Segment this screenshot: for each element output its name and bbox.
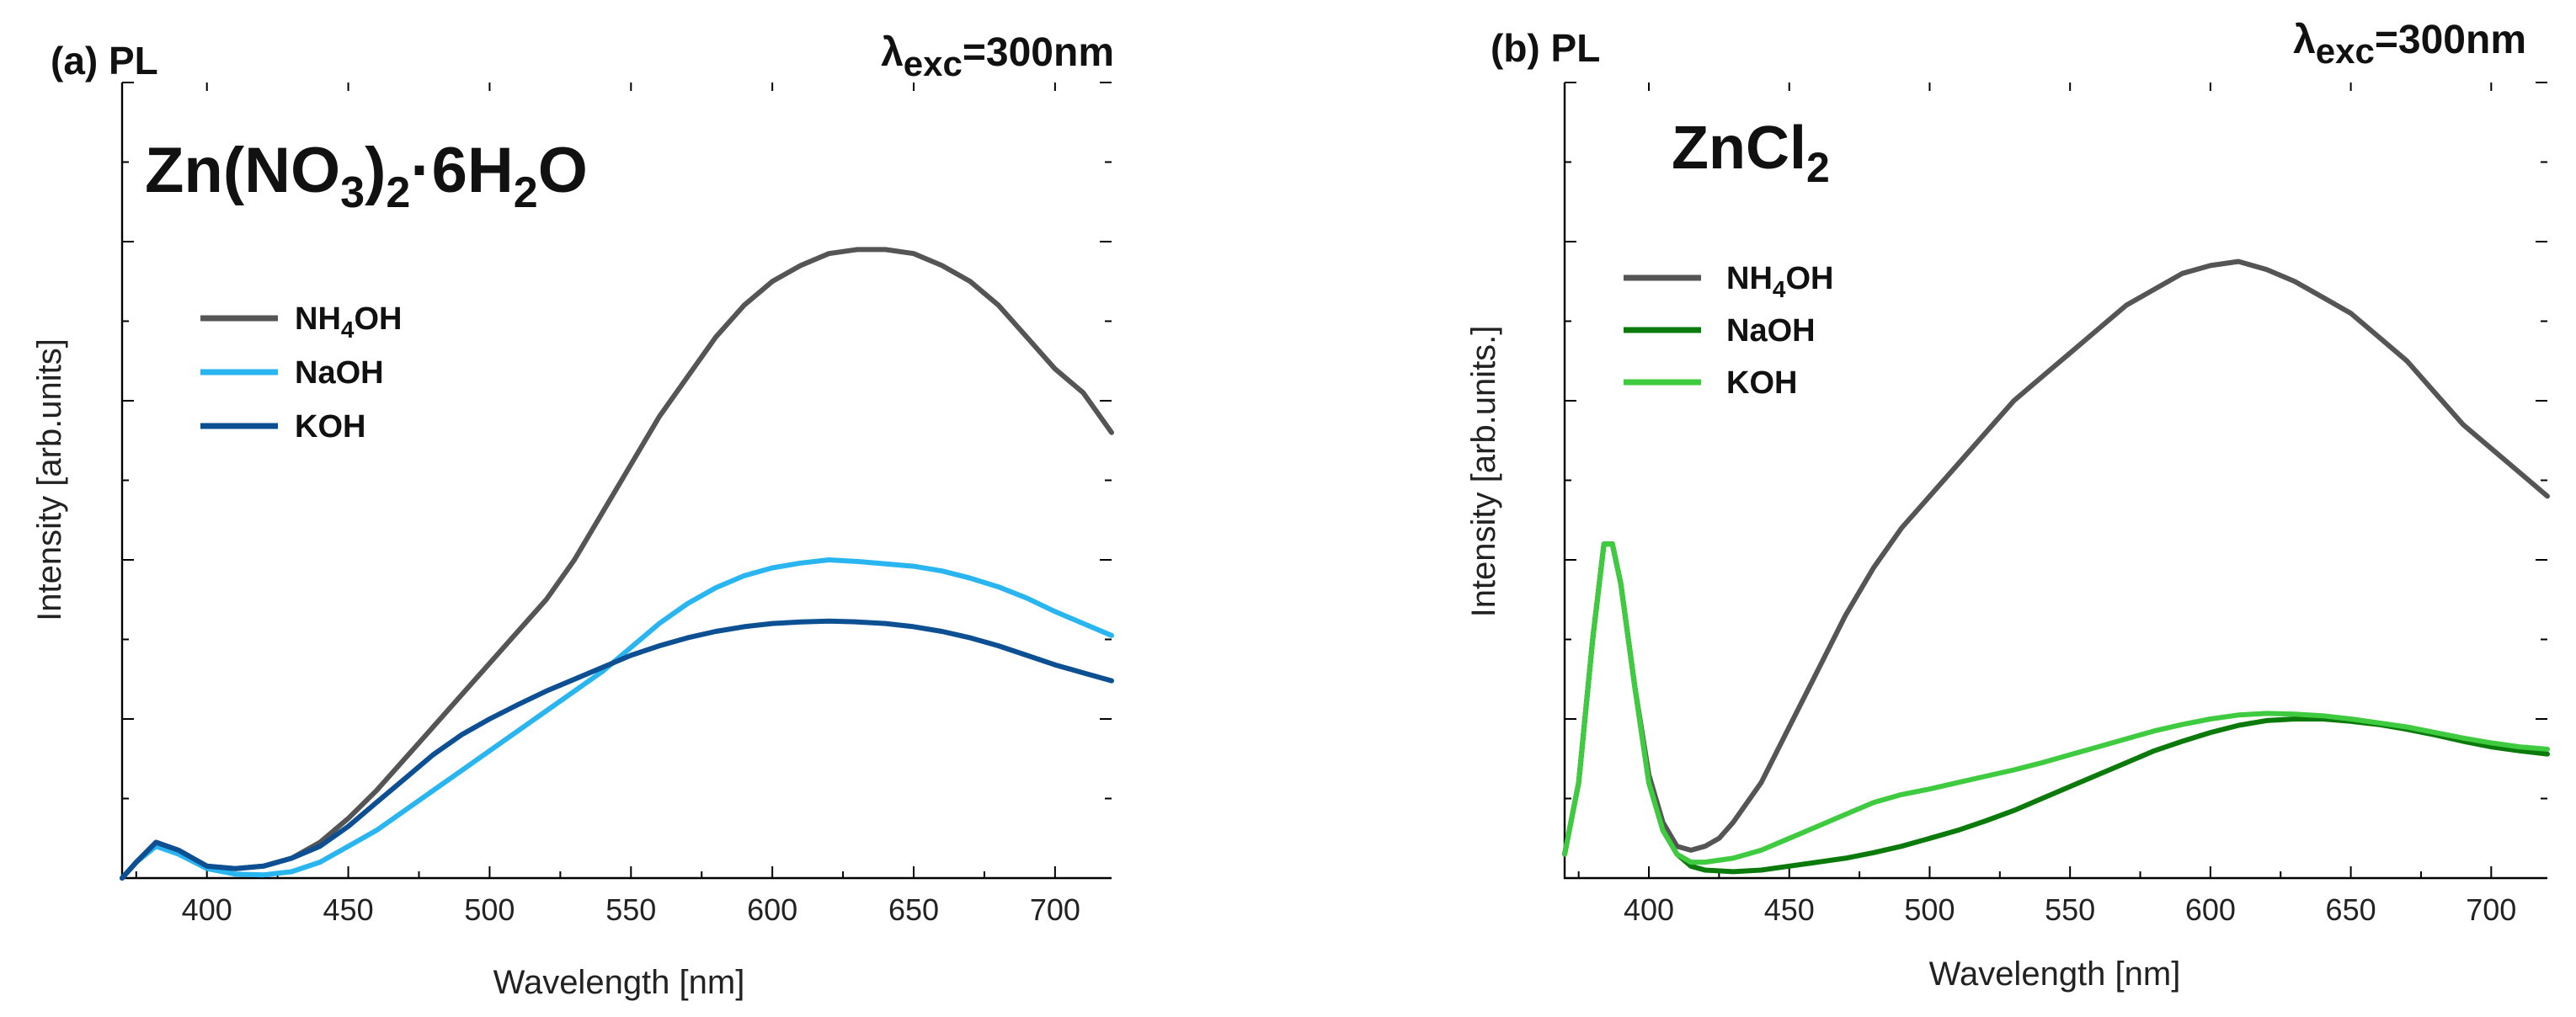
x-tick-label-400: 400 [182,892,232,927]
x-tick-label-600: 600 [2185,892,2236,927]
x-tick-label-450: 450 [1764,892,1815,927]
panel-a-label: (a) PL [51,39,158,83]
legend-label-nh4oh: NH4OH [295,301,402,343]
panel-a-y-axis-title: Intensity [arb.units] [31,338,68,621]
panel-a-series [120,247,1114,881]
panel-b-series [1562,258,2550,875]
panel-b-y-axis-title: Intensity [arb.units.] [1465,326,1502,618]
panel-b-legend: NH4OH NaOH KOH [1624,261,1833,401]
series-line-naoh [1562,541,2550,875]
x-tick-label-700: 700 [1030,892,1080,927]
panel-a-excitation-label: λexc=300nm [881,30,1114,83]
series-line-nh4oh [120,247,1114,881]
panel-a-x-axis-title: Wavelength [nm] [493,964,745,1001]
series-line-koh [120,618,1114,881]
panel-b-chart: (b) PL λexc=300nm 400 450 500 550 600 650 700 … [1465,18,2550,993]
panel-b-label: (b) PL [1491,26,1600,70]
panel-a-plot-area: 400 450 500 550 600 650 700 [120,82,1114,927]
panel-b-x-axis-title: Wavelength [nm] [1929,956,2181,993]
x-tick-label-500: 500 [464,892,515,927]
series-line-koh [1562,541,2550,865]
legend-label-naoh: NaOH [1726,313,1816,349]
panel-a-chart: (a) PL λexc=300nm 400 450 500 550 600 650 700 … [31,30,1114,1001]
panel-b-plot-area: 400 450 500 550 600 650 700 [1562,82,2550,927]
x-tick-label-650: 650 [2326,892,2376,927]
legend-label-nh4oh: NH4OH [1726,261,1833,302]
panel-a-ticks: 400 450 500 550 600 650 700 [122,82,1112,927]
series-line-naoh [120,557,1114,881]
x-tick-label-400: 400 [1624,892,1674,927]
panel-a-legend: NH4OH NaOH KOH [200,301,402,445]
x-tick-label-450: 450 [323,892,374,927]
panel-a-compound-label: Zn(NO3)2·6H2O [145,135,588,217]
legend-label-koh: KOH [295,409,365,445]
panel-b-excitation-label: λexc=300nm [2293,18,2526,71]
x-tick-label-550: 550 [605,892,656,927]
x-tick-label-700: 700 [2466,892,2516,927]
x-tick-label-650: 650 [888,892,939,927]
panel-b-axes [1563,83,2547,880]
panel-b-compound-label: ZnCl2 [1672,114,1830,191]
x-tick-label-550: 550 [2045,892,2095,927]
legend-label-koh: KOH [1726,365,1797,401]
x-tick-label-500: 500 [1904,892,1955,927]
legend-label-naoh: NaOH [295,355,384,391]
panel-b-ticks: 400 450 500 550 600 650 700 [1565,82,2547,927]
x-tick-label-600: 600 [747,892,797,927]
series-line-nh4oh [1562,258,2550,857]
